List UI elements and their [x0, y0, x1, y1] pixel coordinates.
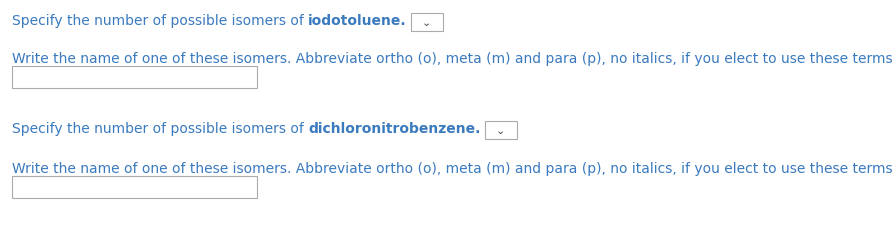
- FancyBboxPatch shape: [12, 176, 257, 198]
- Text: ⌄: ⌄: [496, 125, 505, 135]
- Text: Write the name of one of these isomers. Abbreviate ortho (o), meta (m) and para : Write the name of one of these isomers. …: [12, 52, 893, 66]
- Text: iodotoluene.: iodotoluene.: [308, 14, 407, 28]
- Text: Write the name of one of these isomers. Abbreviate ortho (o), meta (m) and para : Write the name of one of these isomers. …: [12, 161, 893, 175]
- FancyBboxPatch shape: [411, 14, 443, 32]
- Text: Specify the number of possible isomers of: Specify the number of possible isomers o…: [12, 122, 308, 135]
- FancyBboxPatch shape: [12, 67, 257, 89]
- FancyBboxPatch shape: [485, 122, 517, 139]
- Text: ⌄: ⌄: [422, 18, 431, 28]
- Text: dichloronitrobenzene.: dichloronitrobenzene.: [308, 122, 480, 135]
- Text: Specify the number of possible isomers of: Specify the number of possible isomers o…: [12, 14, 308, 28]
